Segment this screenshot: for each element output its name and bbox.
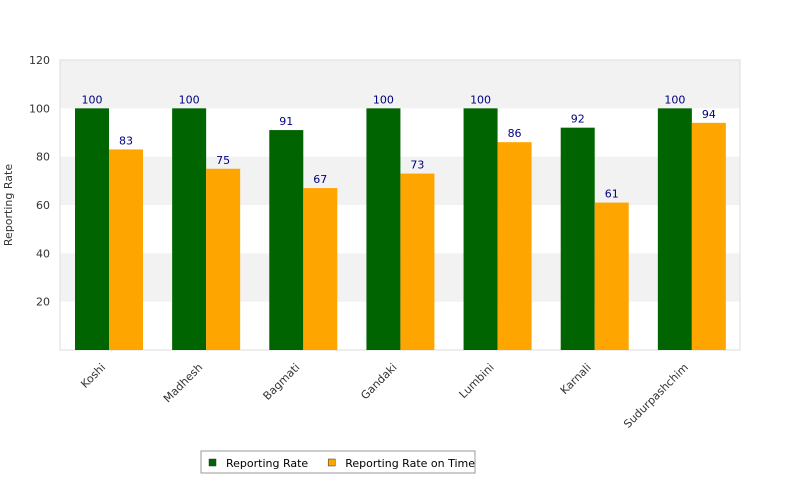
x-tick-label: Lumbini [457,361,497,401]
legend-label: Reporting Rate [226,457,308,470]
data-label: 100 [82,93,103,106]
bar[interactable] [560,127,595,351]
bar-group: 100 86 [463,93,532,350]
bar-group: 100 75 [172,93,241,350]
data-label: 100 [373,93,394,106]
data-label: 94 [702,108,716,121]
x-tick-label: Sudurpashchim [621,361,691,431]
x-tick-label: Bagmati [261,361,303,403]
bar[interactable] [497,142,532,350]
bar-groups: 100 83 100 75 91 67 100 73 100 86 92 61 100 94 [75,93,726,351]
y-tick-label: 40 [36,247,50,260]
bar[interactable] [657,108,692,350]
data-label: 67 [313,173,327,186]
data-label: 100 [664,93,685,106]
bar[interactable] [269,130,304,350]
bar-group: 100 83 [75,93,143,350]
bar[interactable] [594,202,629,350]
bar[interactable] [463,108,498,350]
bar-group: 92 61 [560,113,629,351]
y-axis-title: Reporting Rate [2,164,15,246]
bar[interactable] [400,173,435,350]
data-label: 92 [571,113,585,126]
data-label: 73 [410,159,424,172]
bar[interactable] [172,108,207,350]
data-label: 86 [508,127,522,140]
bar-group: 100 73 [366,93,435,350]
legend-item[interactable]: Reporting Rate on Time [327,457,475,470]
y-tick-label: 120 [29,54,50,67]
x-tick-label: Karnali [558,361,594,397]
data-label: 61 [605,188,619,201]
bar[interactable] [75,108,109,350]
y-tick-label: 20 [36,296,50,309]
legend: Reporting Rate Reporting Rate on Time [200,450,476,474]
legend-label: Reporting Rate on Time [345,457,475,470]
grid-band [60,60,740,109]
legend-item[interactable]: Reporting Rate [208,457,308,470]
legend-swatch [327,458,336,467]
data-label: 75 [216,154,230,167]
bar-group: 100 94 [657,93,726,350]
y-tick-label: 60 [36,199,50,212]
bar-group: 91 67 [269,115,338,350]
data-label: 100 [179,93,200,106]
bar[interactable] [303,188,338,350]
x-tick-label: Koshi [78,361,108,391]
legend-swatch [208,458,217,467]
bar[interactable] [206,168,241,350]
data-label: 91 [279,115,293,128]
x-tick-label: Madhesh [161,361,205,405]
y-axis-ticks: 20 40 60 80 100 120 [29,54,50,309]
bar[interactable] [691,122,726,350]
y-tick-label: 80 [36,151,50,164]
bar[interactable] [109,149,143,350]
data-label: 83 [119,134,133,147]
y-tick-label: 100 [29,102,50,115]
x-tick-label: Gandaki [358,361,399,402]
x-axis-ticks: Koshi Madhesh Bagmati Gandaki Lumbini Karnali… [78,361,691,431]
bar[interactable] [366,108,401,350]
data-label: 100 [470,93,491,106]
legend-box [200,450,476,474]
